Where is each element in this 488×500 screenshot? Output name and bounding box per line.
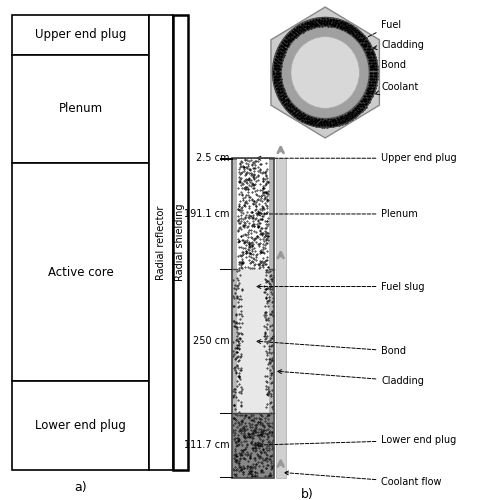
- Text: 2.5 cm: 2.5 cm: [196, 153, 229, 163]
- Bar: [232, 413, 273, 478]
- Text: 191.1 cm: 191.1 cm: [184, 209, 229, 219]
- Text: Upper end plug: Upper end plug: [256, 153, 456, 163]
- Bar: [232, 158, 273, 159]
- Bar: [12, 54, 149, 164]
- Text: Upper end plug: Upper end plug: [35, 28, 126, 42]
- Text: b): b): [300, 488, 313, 500]
- Bar: [275, 158, 285, 477]
- Text: Lower end plug: Lower end plug: [35, 419, 126, 432]
- Text: Plenum: Plenum: [59, 102, 102, 116]
- Bar: [12, 164, 149, 381]
- Text: 250 cm: 250 cm: [193, 336, 229, 346]
- Text: Active core: Active core: [48, 266, 113, 278]
- Bar: [149, 15, 172, 470]
- Bar: [12, 15, 149, 54]
- Text: Radial reflector: Radial reflector: [156, 206, 165, 280]
- Text: a): a): [74, 481, 87, 494]
- Bar: [232, 158, 273, 477]
- Text: Fuel: Fuel: [347, 20, 401, 47]
- Text: Bond: Bond: [256, 340, 406, 356]
- Ellipse shape: [272, 18, 377, 128]
- Text: Bond: Bond: [370, 60, 406, 70]
- Bar: [237, 269, 268, 413]
- Text: Fuel slug: Fuel slug: [256, 282, 424, 292]
- Text: Cladding: Cladding: [372, 40, 424, 50]
- Text: Plenum: Plenum: [256, 209, 417, 219]
- Ellipse shape: [272, 18, 377, 128]
- Ellipse shape: [282, 28, 367, 118]
- Text: Cladding: Cladding: [277, 370, 424, 386]
- Polygon shape: [270, 7, 379, 138]
- Ellipse shape: [290, 36, 359, 109]
- Text: Coolant: Coolant: [374, 82, 418, 94]
- Bar: [237, 159, 268, 269]
- Bar: [12, 381, 149, 470]
- Bar: [232, 158, 273, 477]
- Bar: [172, 15, 188, 470]
- Text: 111.7 cm: 111.7 cm: [184, 440, 229, 450]
- Ellipse shape: [281, 26, 368, 118]
- Text: Radial shielding: Radial shielding: [175, 204, 185, 281]
- Text: Lower end plug: Lower end plug: [256, 435, 456, 447]
- Text: Coolant flow: Coolant flow: [284, 471, 441, 488]
